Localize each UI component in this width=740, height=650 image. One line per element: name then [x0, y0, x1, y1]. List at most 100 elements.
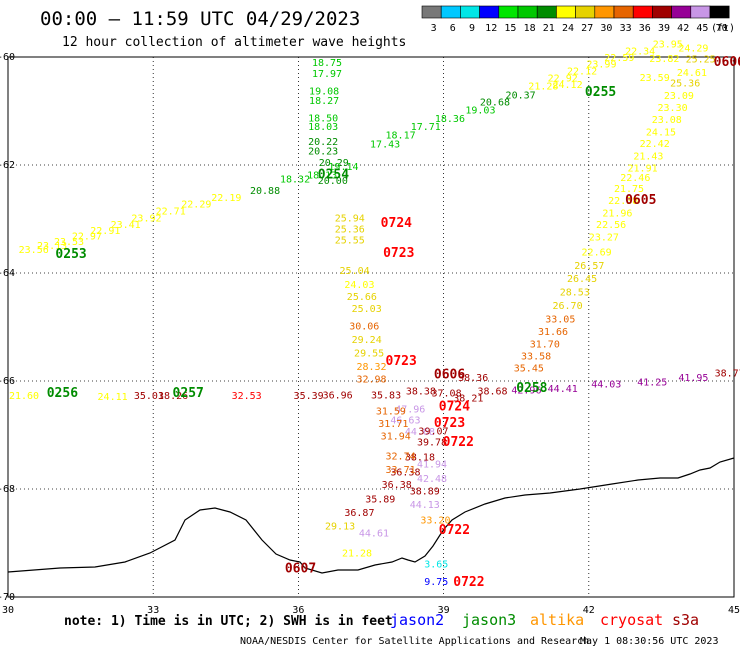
wave-height-value: 23.41 — [111, 220, 141, 231]
wave-height-value: 30.06 — [349, 322, 379, 333]
wave-height-value: 9.75 — [424, 577, 448, 588]
legend-swatch — [652, 5, 672, 19]
legend-swatch — [613, 5, 634, 19]
wave-height-value: 44.03 — [591, 379, 621, 390]
wave-height-value: 31.70 — [530, 340, 560, 351]
credit-text: NOAA/NESDIS Center for Satellite Applica… — [240, 636, 589, 647]
pass-time-tag: 0723 — [434, 416, 465, 431]
wave-height-value: 20.00 — [318, 176, 348, 187]
wave-height-value: 17.43 — [370, 140, 400, 151]
wave-height-value: 38.38 — [406, 387, 436, 398]
legend-swatch — [460, 5, 480, 19]
x-tick-label: 42 — [583, 605, 595, 616]
legend-swatch — [517, 5, 538, 19]
legend-label: 18 — [524, 23, 536, 34]
wave-height-value: 39.07 — [418, 426, 448, 437]
wave-height-value: 44.13 — [410, 500, 440, 511]
legend-swatch — [440, 5, 461, 19]
wave-height-value: 33.71 — [386, 465, 416, 476]
wave-height-value: 25.25 — [686, 54, 716, 65]
grid-lines — [8, 57, 734, 597]
wave-height-value: 18.27 — [309, 96, 339, 107]
wave-height-value: 39.78 — [417, 437, 447, 448]
legend-label: 27 — [581, 23, 593, 34]
y-tick-label: -64 — [0, 268, 15, 279]
wave-height-value: 23.99 — [586, 59, 616, 70]
wave-height-value: 25.55 — [335, 235, 365, 246]
wave-height-value: 23.08 — [652, 115, 682, 126]
wave-height-value: 18.17 — [386, 131, 416, 142]
wave-height-value: 23.27 — [589, 233, 619, 244]
pass-time-tag: 0722 — [453, 575, 484, 590]
wave-height-value: 18.50 — [308, 113, 338, 124]
wave-height-value: 26.70 — [553, 301, 583, 312]
wave-height-value: 24.11 — [98, 392, 128, 403]
wave-height-value: 21.28 — [342, 549, 372, 560]
wave-height-value: 20.68 — [480, 98, 510, 109]
wave-height-value: 19.14 — [328, 162, 358, 173]
wave-height-value: 21.75 — [614, 184, 644, 195]
wave-height-value: 24.15 — [646, 127, 676, 138]
wave-height-value: 42.96 — [511, 385, 541, 396]
wave-height-value: 18.03 — [308, 122, 338, 133]
plot-frame — [7, 56, 735, 598]
wave-height-value: 32.98 — [356, 375, 386, 386]
legend-swatch — [632, 5, 653, 19]
x-tick-label: 39 — [438, 605, 450, 616]
wave-height-value: 22.38 — [608, 196, 638, 207]
color-scale-legend: 3 6 9 12 15 18 21 24 27 30 33 36 39 42 45 70 — [421, 5, 730, 34]
wave-height-value: 23.56 — [19, 245, 49, 256]
legend-swatch — [556, 5, 576, 19]
page-subtitle: 12 hour collection of altimeter wave hei… — [62, 35, 406, 50]
wave-height-value: 18.13 — [307, 171, 337, 182]
wave-height-value: 44.61 — [359, 529, 389, 540]
legend-swatch — [575, 5, 596, 19]
wave-height-value: 28.32 — [356, 362, 386, 373]
pass-time-tag: 0724 — [439, 400, 470, 415]
wave-height-value: 38.36 — [458, 373, 488, 384]
wave-height-value: 35.01 — [134, 391, 164, 402]
wave-height-value: 19.08 — [309, 86, 339, 97]
wave-height-value: 23.95 — [653, 39, 683, 50]
wave-height-value: 21.91 — [628, 163, 658, 174]
wave-height-value: 17.97 — [312, 69, 342, 80]
x-tick-label: 36 — [292, 605, 304, 616]
wave-height-value: 38.21 — [453, 394, 483, 405]
pass-time-tag: 0255 — [585, 85, 616, 100]
wave-height-value: 32.74 — [386, 451, 416, 462]
satellite-legend: jason2 jason3 altika cryosat s3a — [390, 611, 699, 629]
wave-height-value: 36.96 — [323, 390, 353, 401]
wave-height-value: 22.46 — [620, 173, 650, 184]
legend-label: 39 — [658, 23, 670, 34]
pass-time-tag: 0253 — [55, 247, 86, 262]
wave-height-value: 23.59 — [640, 73, 670, 84]
wave-height-value: 17.71 — [411, 122, 441, 133]
x-tick-label: 30 — [2, 605, 14, 616]
wave-height-value: 26.57 — [574, 261, 604, 272]
wave-height-value: 22.19 — [211, 193, 241, 204]
pass-time-tag: 0606 — [714, 55, 740, 70]
wave-height-value: 31.59 — [376, 406, 406, 417]
wave-height-value: 36.87 — [344, 508, 374, 519]
wave-height-value: 22.92 — [548, 73, 578, 84]
wave-height-value: 22.42 — [640, 139, 670, 150]
wave-height-value: 35.89 — [365, 495, 395, 506]
wave-height-value: 3.65 — [424, 559, 448, 570]
wave-height-value: 29.13 — [325, 522, 355, 533]
wave-height-value: 38.68 — [477, 387, 507, 398]
pass-time-tag: 0723 — [386, 354, 417, 369]
wave-height-value: 29.24 — [352, 335, 382, 346]
wave-height-value: 20.29 — [319, 158, 349, 169]
wave-height-value: 25.36 — [670, 79, 700, 90]
wave-height-value: 28.53 — [560, 288, 590, 299]
wave-height-value: 20.23 — [308, 147, 338, 158]
y-tick-label: -68 — [0, 484, 15, 495]
legend-swatch — [421, 5, 442, 19]
wave-height-value: 22.71 — [156, 207, 186, 218]
pass-time-tag: 0258 — [516, 381, 547, 396]
satellite-s3a: s3a — [672, 611, 699, 629]
wave-height-value: 37.08 — [432, 389, 462, 400]
wave-height-value: 24.03 — [344, 280, 374, 291]
legend-label: 30 — [600, 23, 612, 34]
